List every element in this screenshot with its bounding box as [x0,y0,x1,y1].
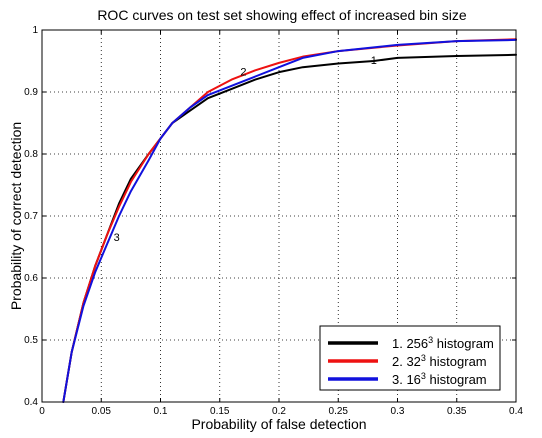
x-tick-label: 0.1 [154,406,168,417]
curve-label-1: 1 [371,55,377,67]
y-tick-label: 0.9 [24,87,38,98]
y-tick-label: 1 [32,25,38,36]
legend-label-2: 2. 323 histogram [392,353,487,369]
x-tick-label: 0.35 [447,406,467,417]
y-tick-label: 0.8 [24,149,38,160]
x-tick-label: 0 [39,406,45,417]
grid-lines [42,30,516,402]
legend: 1. 2563 histogram 2. 323 histogram 3. 163 … [319,325,501,391]
x-tick-label: 0.2 [272,406,286,417]
legend-label-3: 3. 163 histogram [392,371,487,387]
curve-annotations: 1 2 3 [114,55,377,244]
x-tick-label: 0.4 [509,406,523,417]
legend-label-1: 1. 2563 histogram [392,335,494,351]
y-tick-label: 0.6 [24,273,38,284]
chart-title: ROC curves on test set showing effect of… [97,7,467,23]
x-axis-label: Probability of false detection [191,416,366,432]
x-tick-label: 0.15 [210,406,230,417]
y-tick-label: 0.5 [24,335,38,346]
x-tick-label: 0.05 [92,406,112,417]
curve-label-3: 3 [114,232,120,244]
x-tick-label: 0.3 [391,406,405,417]
axis-ticks: 0 0.05 0.1 0.15 0.2 0.25 0.3 0.35 0.4 0.4 0.5 0.6 0.… [24,25,523,417]
curve-label-2: 2 [240,66,246,78]
y-tick-label: 0.4 [24,397,38,408]
y-tick-label: 0.7 [24,211,38,222]
y-axis-label: Probability of correct detection [8,122,24,310]
series-layer [62,38,517,403]
series-line-3 [62,38,517,403]
x-tick-label: 0.25 [329,406,349,417]
